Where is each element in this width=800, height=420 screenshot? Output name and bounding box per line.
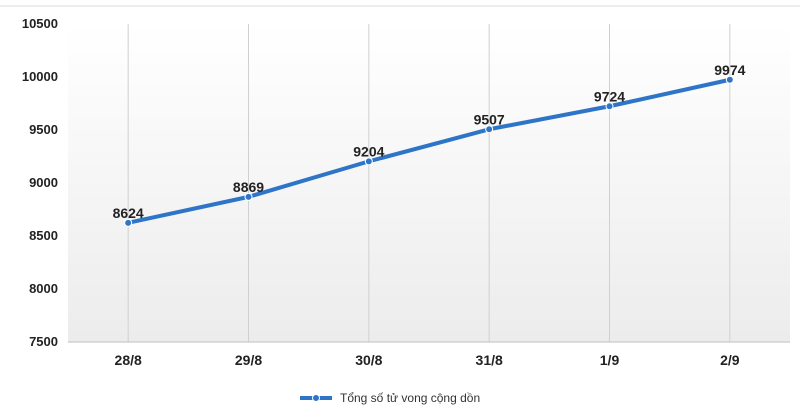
data-label: 9507 [474, 111, 505, 127]
y-tick-label: 9500 [29, 122, 58, 137]
data-point [485, 125, 494, 134]
data-point [605, 102, 614, 111]
data-label: 9974 [714, 62, 745, 78]
data-point [725, 75, 734, 84]
x-tick-label: 29/8 [235, 352, 262, 368]
data-point [364, 157, 373, 166]
x-tick-label: 30/8 [355, 352, 382, 368]
data-labels: 8624 8869 9204 9507 9724 9974 [113, 62, 746, 221]
series-line [126, 77, 732, 225]
data-label: 9204 [353, 143, 384, 159]
y-tick-label: 10000 [22, 69, 58, 84]
data-label: 9724 [594, 88, 625, 104]
plot-area [68, 24, 790, 342]
legend-marker [312, 394, 320, 402]
data-label: 8624 [113, 205, 144, 221]
x-tick-label: 2/9 [720, 352, 740, 368]
data-point [124, 218, 133, 227]
x-tick-label: 1/9 [600, 352, 620, 368]
x-tick-label: 31/8 [476, 352, 503, 368]
gridlines [127, 24, 731, 342]
data-label: 8869 [233, 179, 264, 195]
legend: Tổng số tử vong cộng dồn [300, 391, 480, 405]
y-tick-label: 8000 [29, 281, 58, 296]
y-tick-label: 10500 [22, 16, 58, 31]
y-tick-label: 9000 [29, 175, 58, 190]
series [124, 75, 734, 227]
y-tick-label: 7500 [29, 334, 58, 349]
y-tick-label: 8500 [29, 228, 58, 243]
data-point [244, 192, 253, 201]
legend-label: Tổng số tử vong cộng dồn [340, 391, 480, 405]
x-tick-label: 28/8 [115, 352, 142, 368]
axes: 7500 8000 8500 9000 9500 10000 10500 28/8 29/8 30… [22, 16, 790, 368]
